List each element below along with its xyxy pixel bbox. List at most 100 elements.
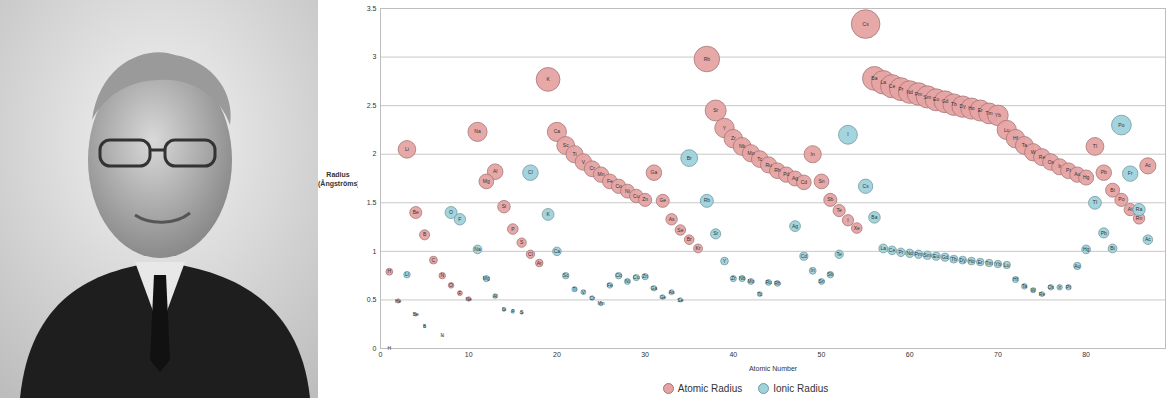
svg-text:He: He [395,298,402,304]
svg-text:Tl: Tl [1093,143,1097,149]
svg-text:Fr: Fr [1128,170,1133,176]
svg-text:Rb: Rb [704,197,711,203]
svg-text:Ho: Ho [968,105,975,111]
svg-text:Li: Li [405,146,409,152]
svg-text:Cr: Cr [590,295,596,301]
svg-text:60: 60 [906,351,914,358]
svg-text:Ba: Ba [871,75,877,81]
svg-text:Al: Al [493,168,497,174]
svg-text:30: 30 [641,351,649,358]
svg-text:Fe: Fe [607,282,613,288]
svg-text:Mg: Mg [483,275,490,281]
svg-text:Tc: Tc [757,291,763,297]
svg-text:40: 40 [729,351,737,358]
svg-text:Re: Re [1039,291,1046,297]
svg-text:N: N [440,332,444,338]
svg-text:V: V [582,289,586,295]
svg-text:Ta: Ta [1022,142,1028,148]
svg-text:Sc: Sc [563,272,569,278]
svg-text:Pd: Pd [783,171,789,177]
svg-text:Pm: Pm [915,91,923,97]
svg-text:Co: Co [615,272,622,278]
svg-text:Rh: Rh [774,167,781,173]
svg-text:Bi: Bi [1110,245,1114,251]
svg-text:Ga: Ga [651,169,658,175]
svg-text:La: La [880,79,886,85]
svg-text:Yb: Yb [995,112,1001,118]
svg-text:Nd: Nd [907,89,914,95]
svg-text:Ar: Ar [537,260,542,266]
svg-text:Dy: Dy [960,257,967,263]
svg-text:1: 1 [373,248,377,255]
svg-text:Ni: Ni [625,188,630,194]
svg-text:Be: Be [413,209,419,215]
svg-text:Br: Br [687,155,692,161]
svg-text:Pt: Pt [1066,167,1071,173]
svg-text:0: 0 [373,345,377,352]
svg-text:W: W [1031,149,1036,155]
svg-text:Yb: Yb [995,261,1001,267]
svg-text:Ac: Ac [1145,162,1151,168]
svg-text:Gd: Gd [942,254,949,260]
svg-text:Si: Si [502,203,506,209]
svg-text:50: 50 [818,351,826,358]
svg-text:As: As [669,216,675,222]
svg-text:P: P [511,226,515,232]
svg-text:I: I [847,131,848,137]
svg-text:Ne: Ne [465,296,472,302]
svg-text:Hg: Hg [1083,246,1090,252]
svg-text:S: S [520,309,524,315]
svg-text:K: K [546,211,550,217]
svg-text:Sr: Sr [713,230,718,236]
svg-text:Pm: Pm [915,251,923,257]
svg-text:Ru: Ru [765,279,772,285]
svg-text:F: F [458,290,461,296]
svg-text:F: F [458,216,461,222]
svg-text:Ge: Ge [659,197,666,203]
svg-text:Zr: Zr [731,275,736,281]
svg-text:2: 2 [373,150,377,157]
svg-text:3: 3 [373,53,377,60]
svg-text:Gd: Gd [942,98,949,104]
svg-text:Er: Er [978,107,983,113]
svg-text:Li: Li [405,271,409,277]
svg-text:Ca: Ca [554,248,561,254]
svg-text:In: In [811,267,815,273]
svg-text:Os: Os [1048,284,1055,290]
svg-text:Eu: Eu [933,96,939,102]
svg-text:Xe: Xe [854,225,860,231]
svg-text:Sm: Sm [924,94,932,100]
svg-text:80: 80 [1082,351,1090,358]
svg-text:V: V [582,159,586,165]
svg-text:Sb: Sb [827,271,833,277]
svg-text:Nb: Nb [739,275,746,281]
svg-text:Se: Se [677,227,683,233]
svg-text:Na: Na [474,128,481,134]
svg-text:Ir: Ir [1058,284,1061,290]
svg-text:W: W [1031,287,1036,293]
svg-text:Mo: Mo [747,278,754,284]
svg-text:Po: Po [1118,196,1124,202]
svg-text:Pr: Pr [898,86,903,92]
svg-text:Si: Si [502,306,506,312]
svg-text:Lu: Lu [1004,127,1010,133]
svg-text:O: O [449,209,453,215]
svg-text:Cu: Cu [633,274,640,280]
svg-text:Au: Au [1074,171,1080,177]
svg-text:70: 70 [994,351,1002,358]
svg-text:Na: Na [474,246,481,252]
svg-text:Pb: Pb [1101,169,1107,175]
svg-text:Tb: Tb [951,101,957,107]
svg-text:Sm: Sm [924,252,932,258]
svg-text:Cr: Cr [590,165,596,171]
svg-text:Ba: Ba [871,214,877,220]
svg-text:In: In [811,151,815,157]
svg-text:Au: Au [1074,263,1080,269]
svg-text:Y: Y [723,258,727,264]
svg-text:Be: Be [413,311,419,317]
svg-text:Tb: Tb [951,256,957,262]
svg-text:Ru: Ru [765,162,772,168]
svg-text:B: B [423,231,427,237]
svg-text:Pr: Pr [898,249,903,255]
svg-text:Nb: Nb [739,143,746,149]
